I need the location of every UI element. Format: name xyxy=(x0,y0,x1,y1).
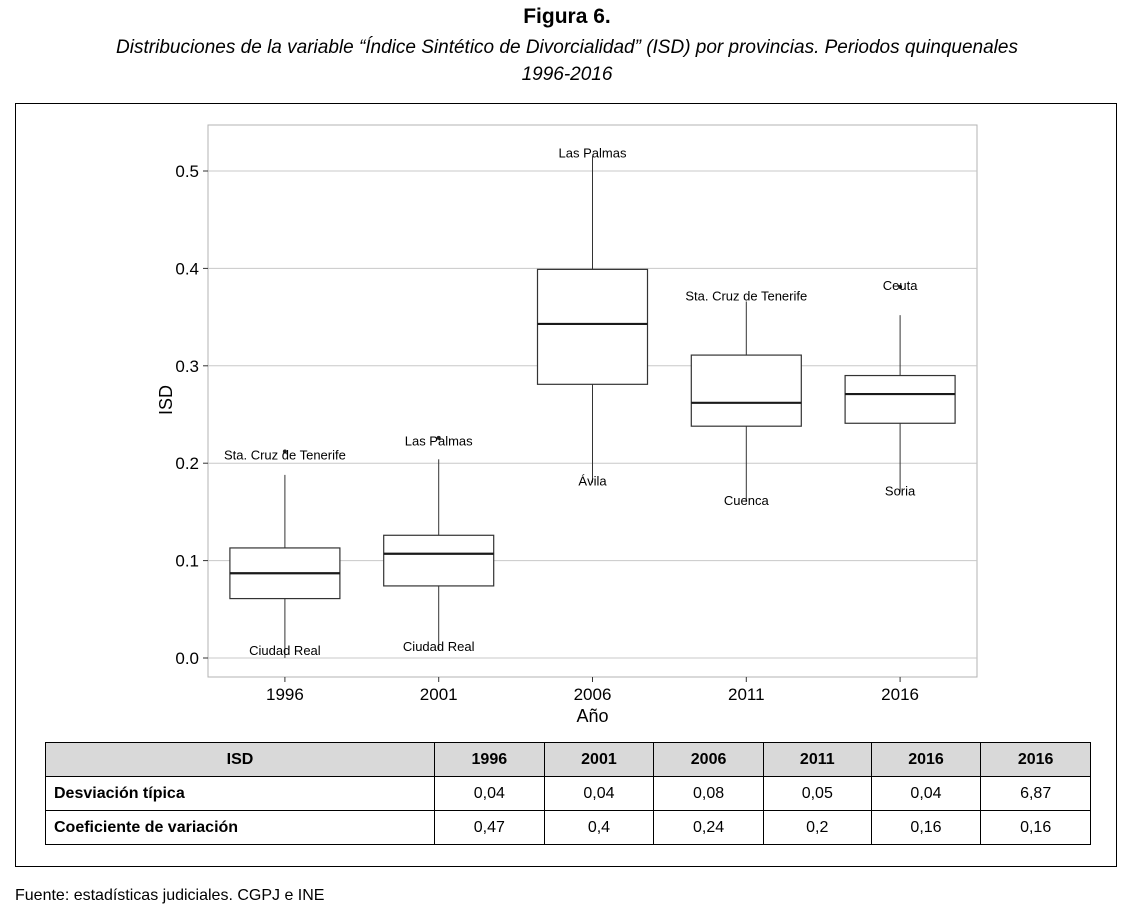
x-axis-title: Año xyxy=(576,706,608,726)
y-tick-label: 0.0 xyxy=(175,649,199,668)
table-header: 2001 xyxy=(543,742,655,777)
table-cell: 0,2 xyxy=(762,810,872,845)
table-header: 2016 xyxy=(870,742,982,777)
x-tick-label: 1996 xyxy=(266,685,304,704)
table-row: Coeficiente de variación 0,47 0,4 0,24 0… xyxy=(45,810,1091,845)
outlier-point xyxy=(898,284,903,289)
province-annotation: Sta. Cruz de Tenerife xyxy=(685,289,807,304)
table-cell: 0,16 xyxy=(980,810,1091,845)
table-header: 2016 xyxy=(980,742,1091,777)
province-annotation: Las Palmas xyxy=(405,434,473,449)
source-note: Fuente: estadísticas judiciales. CGPJ e … xyxy=(15,887,325,904)
box-iqr xyxy=(383,534,495,587)
table-header-row: ISD 1996 2001 2006 2011 2016 2016 xyxy=(45,742,1091,777)
figure-label: Figura 6. xyxy=(523,5,611,28)
table-cell: 0,16 xyxy=(870,810,982,845)
table-cell: 0,04 xyxy=(870,776,982,811)
province-annotation: Ciudad Real xyxy=(249,643,321,658)
table-header: 2006 xyxy=(653,742,764,777)
province-annotation: Ceuta xyxy=(883,278,918,293)
table-cell: 0,05 xyxy=(762,776,872,811)
x-tick-label: 2011 xyxy=(728,685,765,704)
table-row-label: Desviación típica xyxy=(45,776,435,811)
y-tick-label: 0.2 xyxy=(175,454,199,473)
box-iqr xyxy=(690,354,802,427)
table-cell: 0,04 xyxy=(543,776,655,811)
province-annotation: Ávila xyxy=(578,474,607,489)
table-cell: 0,04 xyxy=(434,776,545,811)
y-tick-label: 0.1 xyxy=(175,552,199,571)
outlier-point xyxy=(282,449,287,454)
table-cell: 0,47 xyxy=(434,810,545,845)
table-cell: 6,87 xyxy=(980,776,1091,811)
figure-title-line1: Distribuciones de la variable “Índice Si… xyxy=(116,37,1018,58)
province-annotation: Cuenca xyxy=(724,493,770,508)
outlier-point xyxy=(436,435,441,440)
y-tick-label: 0.4 xyxy=(175,259,199,278)
x-tick-label: 2006 xyxy=(574,685,612,704)
figure-title-line2: 1996-2016 xyxy=(521,64,613,85)
y-tick-label: 0.5 xyxy=(175,162,199,181)
y-axis-title: ISD xyxy=(156,385,176,415)
box-iqr xyxy=(536,268,649,385)
table-row-label: Coeficiente de variación xyxy=(45,810,435,845)
table-header: 1996 xyxy=(434,742,545,777)
figure-frame xyxy=(15,103,1117,867)
x-tick-label: 2001 xyxy=(420,685,458,704)
table-cell: 0,4 xyxy=(543,810,655,845)
stats-table: ISD 1996 2001 2006 2011 2016 2016 Desvia… xyxy=(45,742,1091,845)
province-annotation: Las Palmas xyxy=(559,145,627,160)
province-annotation: Sta. Cruz de Tenerife xyxy=(224,447,346,462)
table-cell: 0,08 xyxy=(653,776,764,811)
figure-title: Distribuciones de la variable “Índice Si… xyxy=(10,34,1124,88)
province-annotation: Ciudad Real xyxy=(403,639,475,654)
table-cell: 0,24 xyxy=(653,810,764,845)
table-row: Desviación típica 0,04 0,04 0,08 0,05 0,… xyxy=(45,776,1091,811)
box-iqr xyxy=(844,374,956,424)
y-tick-label: 0.3 xyxy=(175,357,199,376)
table-header: ISD xyxy=(45,742,435,777)
province-annotation: Soria xyxy=(885,483,916,498)
x-tick-label: 2016 xyxy=(881,685,919,704)
boxplot-chart: 0.0 0.1 0.2 0.3 0.4 0.5 Sta. Cruz de Tenerife C… xyxy=(156,124,978,726)
table-header: 2011 xyxy=(762,742,872,777)
